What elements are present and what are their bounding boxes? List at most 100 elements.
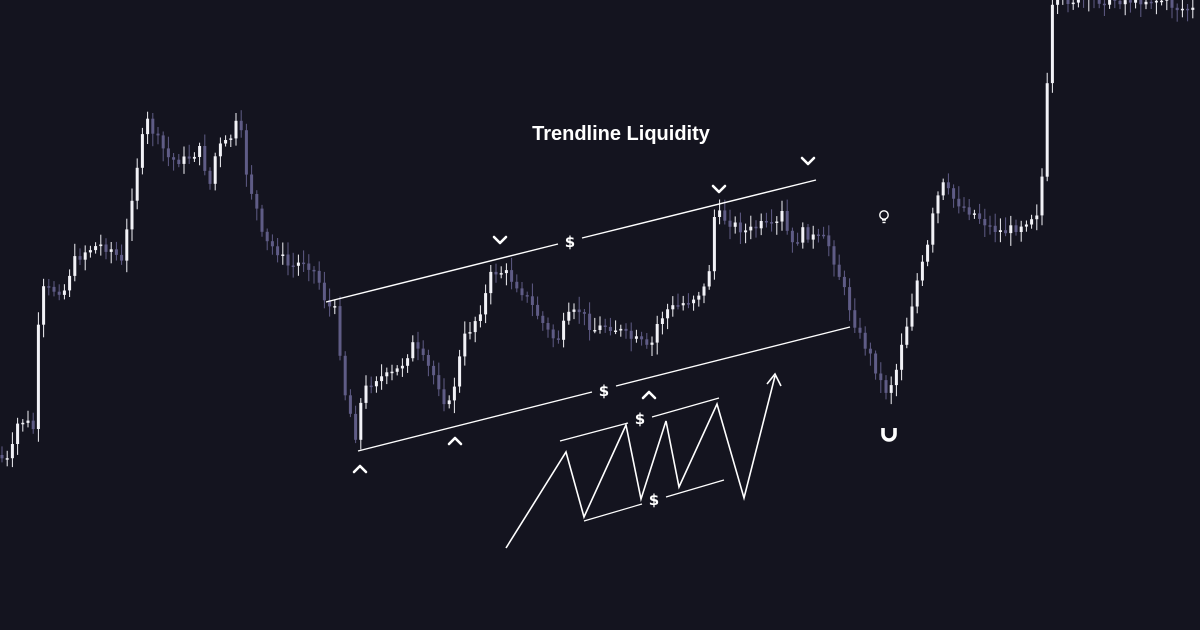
candle-body	[400, 365, 404, 369]
candle-body	[452, 386, 456, 401]
candle-body	[198, 146, 202, 157]
candle-body	[1045, 83, 1049, 177]
candle-body	[749, 226, 753, 231]
candle-body	[504, 270, 508, 274]
candle-body	[884, 380, 888, 393]
candle-body	[458, 356, 462, 387]
candle-body	[348, 395, 352, 414]
candle-body	[224, 140, 228, 144]
candle-body	[333, 306, 337, 308]
candle-body	[1134, 0, 1138, 3]
candle-body	[614, 330, 618, 332]
lower-trendline-dollar-label: $	[599, 382, 609, 400]
candle-body	[296, 262, 300, 266]
candle-body	[385, 372, 389, 377]
candle-body	[239, 120, 243, 131]
candle-body	[634, 336, 638, 339]
candle-body	[374, 381, 378, 387]
candle-body	[192, 156, 196, 159]
candle-body	[260, 208, 264, 232]
candle-body	[369, 385, 373, 388]
magnet-icon	[881, 428, 897, 442]
candle-body	[322, 282, 326, 301]
candle-body	[707, 271, 711, 287]
candle-body	[338, 306, 342, 356]
candle-body	[140, 134, 144, 168]
candle-body	[83, 252, 87, 260]
candle-body	[520, 288, 524, 296]
candle-body	[156, 133, 160, 136]
candle-body	[666, 309, 670, 319]
candle-body	[593, 330, 597, 332]
candle-body	[421, 348, 425, 355]
candle-body	[130, 200, 134, 230]
zigzag-lower-line-right	[665, 479, 725, 498]
candle-body	[244, 130, 248, 175]
candle-body	[343, 355, 347, 396]
candle-body	[608, 326, 612, 331]
candle-body	[1019, 226, 1023, 232]
candle-body	[307, 263, 311, 270]
lower-trendline-left	[357, 391, 593, 452]
candle-body	[1050, 4, 1054, 84]
candle-body	[588, 313, 592, 330]
candle-body	[1108, 0, 1112, 5]
candle-body	[525, 295, 529, 297]
candle-body	[530, 296, 534, 305]
candle-body	[978, 213, 982, 219]
zigzag-lower-dollar-label: $	[649, 491, 659, 509]
candle-body	[182, 156, 186, 164]
candle-body	[1113, 0, 1117, 1]
zigzag-price-path	[505, 375, 776, 549]
candle-body	[161, 135, 165, 149]
candle-body	[1035, 215, 1039, 220]
candle-body	[993, 225, 997, 232]
candle-body	[941, 182, 945, 196]
candle-body	[686, 303, 690, 305]
candle-body	[478, 314, 482, 321]
candle-body	[125, 229, 129, 261]
candle-body	[250, 174, 254, 194]
candle-body	[738, 222, 742, 233]
chart-title: Trendline Liquidity	[532, 123, 711, 145]
candle-body	[62, 290, 66, 295]
candle-body	[692, 299, 696, 304]
candle-body	[515, 281, 519, 289]
candle-body	[172, 157, 176, 160]
candle-body	[874, 353, 878, 374]
candle-body	[785, 211, 789, 231]
candle-body	[286, 254, 290, 266]
candle-body	[541, 315, 545, 323]
candle-body	[1118, 0, 1122, 5]
candle-body	[0, 455, 4, 459]
zigzag-upper-line-right	[651, 397, 720, 418]
candle-body	[432, 365, 436, 376]
candle-body	[328, 300, 332, 307]
candle-body	[265, 231, 269, 242]
candle-body	[1170, 0, 1174, 8]
candle-body	[582, 312, 586, 314]
candle-body	[302, 262, 306, 265]
candle-body	[218, 143, 222, 157]
candle-body	[499, 273, 503, 275]
candle-body	[1144, 1, 1148, 5]
candle-body	[863, 332, 867, 349]
candle-body	[868, 348, 872, 354]
candle-body	[946, 182, 950, 189]
candle-body	[754, 226, 758, 229]
candle-body	[546, 323, 550, 330]
candle-body	[572, 309, 576, 312]
candle-body	[135, 167, 139, 201]
candle-body	[556, 338, 560, 340]
candle-body	[312, 269, 316, 272]
candle-body	[213, 156, 217, 184]
chevron-down-icon	[492, 235, 508, 245]
candle-body	[629, 330, 633, 339]
candle-body	[848, 287, 852, 311]
candle-body	[551, 329, 555, 339]
candle-body	[775, 221, 779, 223]
candle-body	[1040, 176, 1044, 216]
candle-body	[494, 271, 498, 275]
